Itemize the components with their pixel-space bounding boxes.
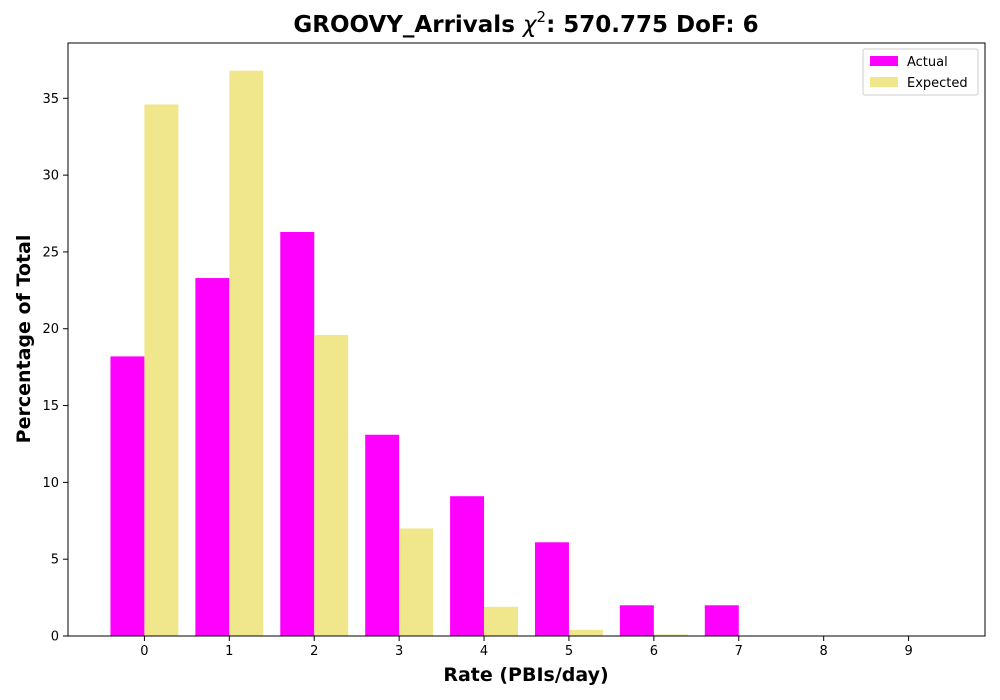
- bar-expected-6: [653, 634, 688, 636]
- title-prefix: GROOVY_Arrivals: [293, 12, 523, 38]
- legend-label-actual: Actual: [907, 55, 948, 70]
- y-axis-ticks: 0 5 10 15 20 25 30 35: [42, 92, 68, 645]
- x-tick-label: 2: [310, 644, 318, 659]
- bar-expected-5: [568, 629, 603, 636]
- chart-title: GROOVY_Arrivals χ2: 570.775 DoF: 6: [293, 8, 758, 38]
- bars-layer: [110, 70, 739, 637]
- x-tick-label: 4: [480, 644, 488, 659]
- x-tick-label: 3: [395, 644, 403, 659]
- legend: Actual Expected: [862, 48, 979, 96]
- bar-actual-1: [195, 278, 230, 636]
- x-axis-label: Rate (PBIs/day): [443, 664, 608, 686]
- bar-actual-4: [450, 496, 485, 636]
- y-tick-label: 20: [42, 322, 59, 337]
- y-tick-label: 35: [42, 92, 59, 107]
- y-tick-label: 0: [51, 630, 59, 645]
- x-tick-label: 0: [140, 644, 148, 659]
- title-suffix: : 570.775 DoF: 6: [546, 12, 759, 38]
- y-tick-label: 25: [42, 245, 59, 260]
- bar-actual-6: [619, 605, 654, 636]
- legend-swatch-expected: [870, 77, 898, 87]
- title-chi-symbol: χ: [521, 12, 538, 38]
- bar-actual-3: [365, 434, 400, 636]
- plot-frame: [67, 42, 986, 637]
- legend-label-expected: Expected: [907, 76, 968, 91]
- x-tick-label: 6: [650, 644, 658, 659]
- bar-actual-2: [280, 231, 315, 637]
- y-tick-label: 15: [42, 399, 59, 414]
- x-tick-label: 8: [820, 644, 828, 659]
- bar-expected-0: [144, 104, 179, 636]
- bar-actual-5: [534, 542, 569, 636]
- bar-actual-7: [704, 605, 739, 636]
- x-axis-ticks: 0 1 2 3 4 5 6 7 8 9: [140, 636, 913, 659]
- x-tick-label: 9: [904, 644, 912, 659]
- bar-actual-0: [110, 356, 145, 636]
- x-tick-label: 7: [735, 644, 743, 659]
- bar-expected-4: [484, 606, 519, 636]
- bar-expected-2: [314, 334, 349, 636]
- y-tick-label: 10: [42, 476, 59, 491]
- y-tick-label: 5: [51, 553, 59, 568]
- bar-expected-1: [229, 70, 264, 637]
- x-tick-label: 5: [565, 644, 573, 659]
- y-tick-label: 30: [42, 169, 59, 184]
- bar-expected-3: [399, 528, 434, 636]
- x-tick-label: 1: [225, 644, 233, 659]
- title-superscript: 2: [537, 8, 547, 26]
- y-axis-label: Percentage of Total: [13, 235, 35, 444]
- legend-swatch-actual: [870, 56, 898, 66]
